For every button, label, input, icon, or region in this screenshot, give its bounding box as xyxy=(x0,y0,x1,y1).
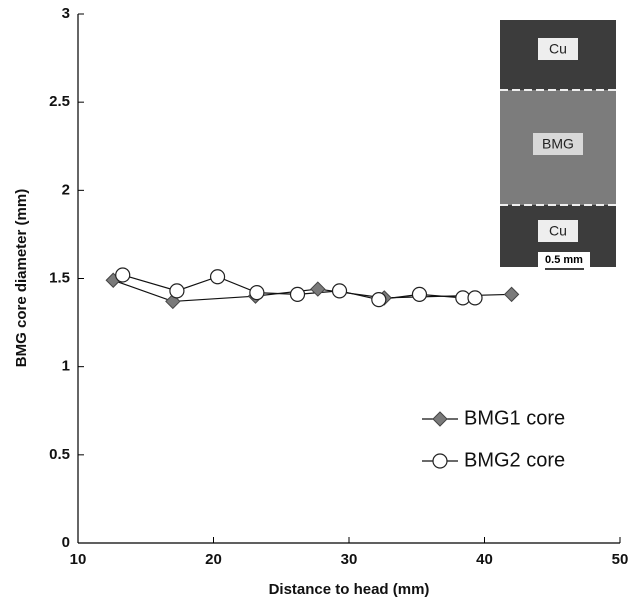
legend-label: BMG1 core xyxy=(464,407,565,429)
data-point xyxy=(411,286,428,302)
inset-label: BMG xyxy=(542,136,574,152)
y-tick-label: 1 xyxy=(62,358,70,375)
y-tick-label: 1.5 xyxy=(49,269,70,286)
x-tick-label: 40 xyxy=(476,551,493,568)
data-point xyxy=(169,283,185,299)
y-tick-label: 3 xyxy=(62,5,70,22)
legend-label: BMG2 core xyxy=(464,449,565,471)
y-tick-label: 0 xyxy=(62,534,70,551)
inset-image: Cu BMG Cu 0.5 mm xyxy=(500,20,616,270)
data-point xyxy=(467,290,483,306)
legend-marker xyxy=(432,411,448,427)
x-tick-label: 30 xyxy=(341,551,358,568)
inset-label: Cu xyxy=(549,41,567,57)
data-point xyxy=(310,281,326,297)
x-axis-label: Distance to head (mm) xyxy=(269,581,430,598)
x-tick-label: 20 xyxy=(205,551,222,568)
scale-bar-box xyxy=(538,252,590,270)
series-line xyxy=(113,279,512,303)
inset-label-box xyxy=(533,133,583,155)
y-axis-label: BMG core diameter (mm) xyxy=(13,189,30,367)
data-point xyxy=(331,283,348,299)
legend-marker xyxy=(432,453,448,469)
data-point xyxy=(249,285,265,301)
inset-label-box xyxy=(538,220,578,242)
data-point xyxy=(289,286,306,302)
data-point xyxy=(371,292,387,308)
y-tick-label: 2.5 xyxy=(49,93,70,110)
x-tick-label: 50 xyxy=(612,551,629,568)
scale-bar-label: 0.5 mm xyxy=(545,254,583,266)
data-point xyxy=(503,286,520,303)
inset-label-box xyxy=(538,38,578,60)
y-tick-label: 2 xyxy=(62,181,70,198)
inset-label: Cu xyxy=(549,223,567,239)
data-point xyxy=(209,269,226,285)
y-tick-label: 0.5 xyxy=(49,446,70,463)
x-tick-label: 10 xyxy=(70,551,87,568)
data-point xyxy=(115,267,131,283)
